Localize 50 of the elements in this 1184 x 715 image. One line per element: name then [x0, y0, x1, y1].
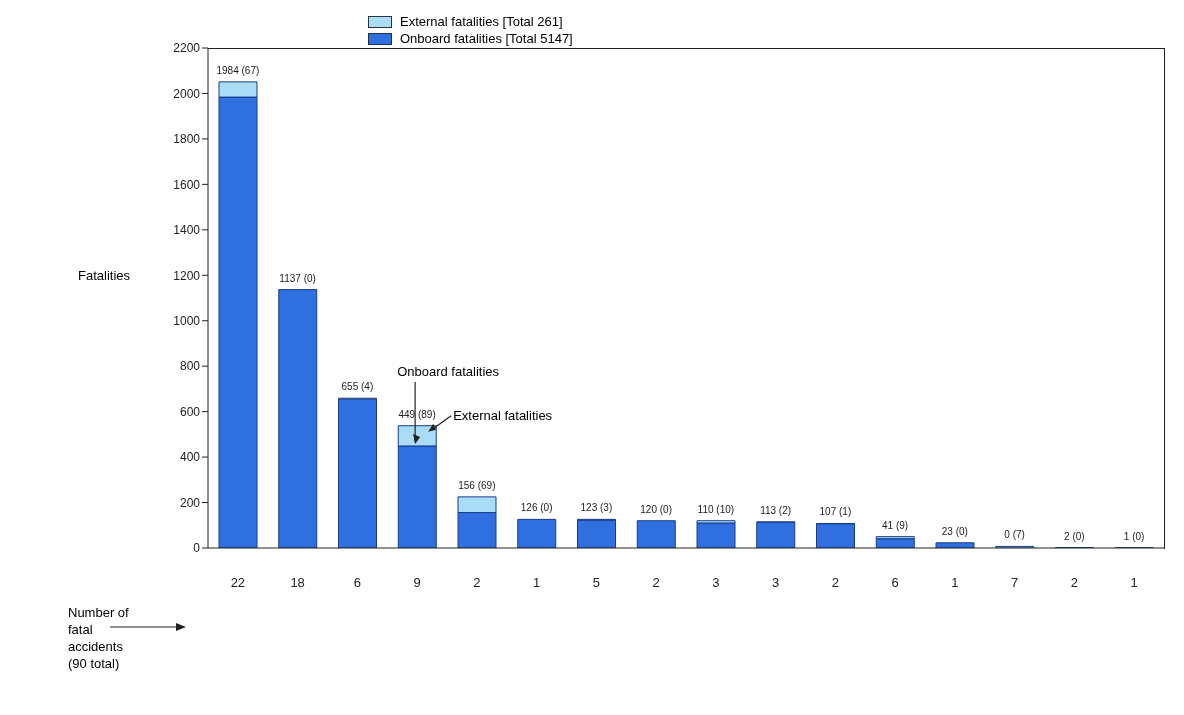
- x-tick-label: 3: [772, 575, 780, 591]
- y-tick-label: 1400: [173, 223, 201, 238]
- y-tick-label: 800: [179, 359, 201, 374]
- total-label: 113 (2): [760, 504, 792, 516]
- total-label: 23 (0): [941, 525, 968, 537]
- y-tick-label: 2000: [173, 86, 201, 101]
- total-label: 126 (0): [520, 502, 553, 514]
- y-tick-label: 400: [179, 450, 201, 465]
- x-tick-label: 1: [951, 575, 959, 591]
- x-tick-label: 5: [592, 575, 600, 591]
- y-tick-label: 1200: [173, 268, 201, 283]
- total-label: 107 (1): [819, 506, 852, 518]
- annotation: External fatalities: [453, 407, 553, 423]
- y-tick-label: 1000: [173, 313, 201, 328]
- x-tick-label: 2: [831, 575, 839, 591]
- total-label: 1137 (0): [279, 272, 316, 284]
- x-tick-label: 6: [891, 575, 899, 591]
- x-tick-label: 2: [473, 575, 481, 591]
- annotation: Onboard fatalities: [397, 363, 500, 379]
- total-label: 1 (0): [1123, 530, 1145, 542]
- x-tick-label: 6: [353, 575, 361, 591]
- total-label: 1984 (67): [216, 64, 260, 76]
- y-tick-label: 2200: [173, 41, 201, 56]
- x-tick-label: 18: [290, 575, 305, 591]
- legend-label: External fatalities [Total 261]: [400, 14, 563, 29]
- x-tick-label: 22: [230, 575, 246, 591]
- total-label: 120 (0): [640, 503, 672, 515]
- legend-label: Onboard fatalities [Total 5147]: [400, 31, 573, 46]
- x-tick-label: 9: [413, 575, 421, 591]
- y-tick-label: 0: [193, 541, 201, 556]
- x-tick-label: 7: [1011, 575, 1019, 591]
- y-tick-label: 200: [179, 495, 201, 510]
- y-axis-title: Fatalities: [78, 268, 131, 283]
- x-tick-label: 3: [712, 575, 720, 591]
- y-tick-label: 1800: [173, 132, 201, 147]
- total-label: 110 (10): [697, 503, 735, 515]
- total-label: 156 (69): [458, 479, 496, 491]
- total-label: 449 (89): [398, 408, 436, 420]
- x-tick-label: 2: [1070, 575, 1078, 591]
- y-tick-label: 1600: [173, 177, 201, 192]
- total-label: 2 (0): [1064, 530, 1085, 542]
- x-tick-label: 1: [533, 575, 541, 591]
- x-tick-label: 2: [652, 575, 660, 591]
- y-tick-label: 600: [179, 404, 201, 419]
- total-label: 655 (4): [341, 381, 374, 393]
- x-axis-title: Number of fatal accidents (90 total): [68, 604, 130, 672]
- total-label: 41 (9): [882, 519, 909, 531]
- total-label: 0 (7): [1004, 529, 1025, 541]
- x-tick-label: 1: [1130, 575, 1138, 591]
- total-label: 123 (3): [580, 502, 613, 514]
